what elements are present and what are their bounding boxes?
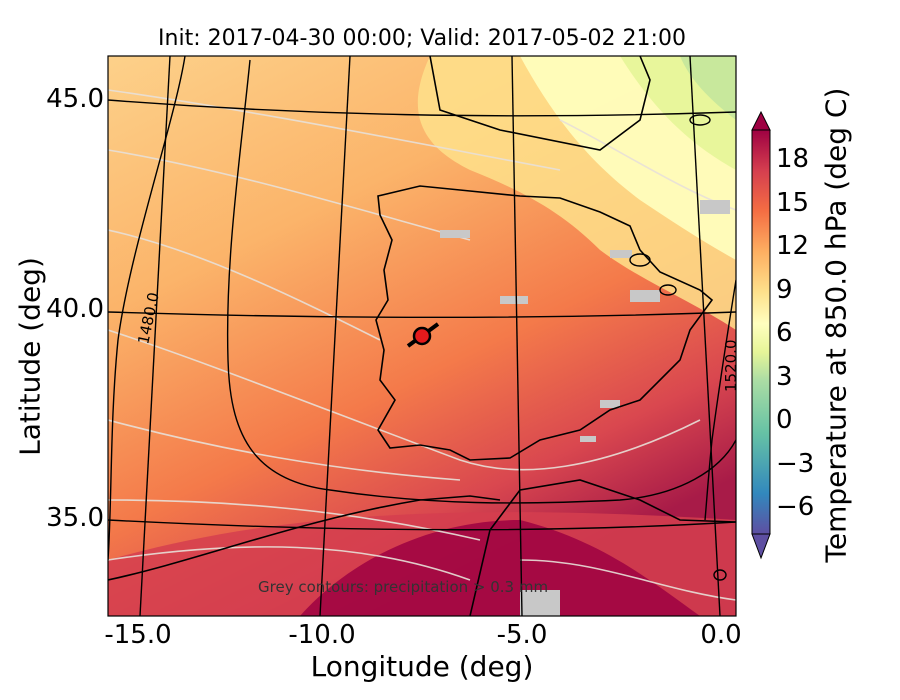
graticule [108,56,736,616]
colorbar-tick-12: 12 [776,231,810,261]
geopotential-contours [108,56,736,561]
colorbar-tick-9: 9 [776,275,793,305]
x-axis-label: Longitude (deg) [310,650,534,683]
colorbar-tick-18: 18 [776,144,810,174]
x-tick-0: 0.0 [700,620,742,650]
colorbar-tick-6: 6 [776,318,793,348]
precipitation-note: Grey contours: precipitation > 0.3 mm [258,578,549,596]
precipitation-patches [440,200,730,616]
map-border [107,55,737,617]
y-tick-35: 35.0 [46,503,104,533]
temperature-field [108,56,736,616]
y-tick-45: 45.0 [46,84,104,114]
plot-title: Init: 2017-04-30 00:00; Valid: 2017-05-0… [158,26,686,51]
coastline [108,56,736,616]
colorbar-tick-15: 15 [776,188,810,218]
y-tick-40: 40.0 [46,294,104,324]
colorbar-tick-minus6: −6 [776,492,815,522]
x-tick-minus5: -5.0 [496,620,548,650]
colorbar-tick-3: 3 [776,362,793,392]
colorbar-label: Temperature at 850.0 hPa (deg C) [819,87,853,563]
x-tick-minus10: -10.0 [288,620,356,650]
contour-label-1520: 1520.0 [722,340,740,393]
colorbar-tick-0: 0 [776,405,793,435]
y-axis-label: Latitude (deg) [13,257,47,456]
x-tick-minus15: -15.0 [104,620,172,650]
colorbar [751,110,771,560]
location-marker [412,326,432,346]
colorbar-tick-minus3: −3 [776,449,815,479]
